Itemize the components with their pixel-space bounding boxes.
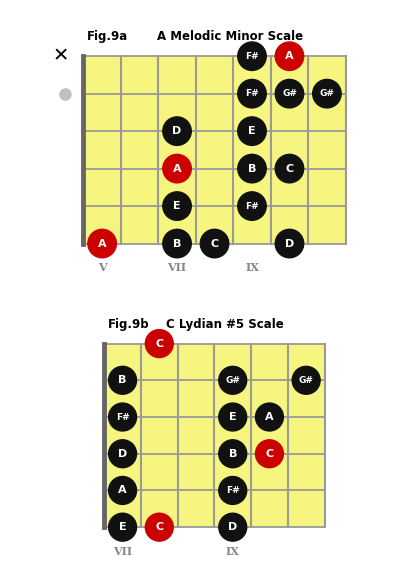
Text: B: B (172, 238, 181, 249)
Text: ✕: ✕ (53, 47, 69, 66)
Text: F#: F# (225, 486, 239, 495)
Text: F#: F# (245, 89, 258, 98)
Circle shape (255, 403, 283, 431)
Circle shape (218, 477, 246, 504)
Text: C: C (285, 164, 293, 174)
Circle shape (255, 440, 283, 468)
Text: G#: G# (298, 376, 313, 385)
Text: IX: IX (225, 545, 239, 557)
Text: E: E (173, 201, 180, 211)
Text: E: E (118, 522, 126, 532)
Circle shape (237, 42, 265, 70)
Text: C: C (210, 238, 218, 249)
Circle shape (237, 80, 265, 108)
Circle shape (145, 329, 173, 358)
Circle shape (312, 80, 340, 108)
Circle shape (292, 366, 319, 394)
Circle shape (275, 42, 303, 70)
Circle shape (108, 477, 136, 504)
Circle shape (108, 403, 136, 431)
Text: G#: G# (319, 89, 334, 98)
Circle shape (108, 513, 136, 541)
Text: VII: VII (167, 263, 186, 273)
Text: IX: IX (245, 263, 258, 273)
Text: A: A (265, 412, 273, 422)
Text: E: E (247, 126, 255, 136)
Circle shape (108, 366, 136, 394)
Text: C: C (155, 339, 163, 349)
Text: F#: F# (115, 413, 129, 422)
Circle shape (162, 192, 191, 220)
Text: A: A (118, 485, 127, 496)
FancyBboxPatch shape (104, 343, 324, 527)
Text: Fig.9b: Fig.9b (107, 318, 149, 331)
Circle shape (237, 155, 265, 183)
Text: C Lydian #5 Scale: C Lydian #5 Scale (166, 318, 283, 331)
Circle shape (162, 155, 191, 183)
Text: A: A (97, 238, 106, 249)
Text: D: D (172, 126, 181, 136)
Text: D: D (284, 238, 294, 249)
Text: A: A (172, 164, 181, 174)
Text: C: C (155, 522, 163, 532)
Text: B: B (228, 449, 236, 459)
Text: C: C (265, 449, 273, 459)
Circle shape (275, 155, 303, 183)
Circle shape (237, 117, 265, 145)
Text: A Melodic Minor Scale: A Melodic Minor Scale (156, 30, 302, 43)
Circle shape (218, 513, 246, 541)
Circle shape (88, 229, 116, 258)
Text: G#: G# (282, 89, 296, 98)
Circle shape (108, 440, 136, 468)
Text: D: D (117, 449, 127, 459)
Text: D: D (227, 522, 237, 532)
Circle shape (200, 229, 228, 258)
Circle shape (218, 403, 246, 431)
Text: F#: F# (245, 52, 258, 61)
Circle shape (145, 513, 173, 541)
Text: B: B (247, 164, 255, 174)
Text: VII: VII (113, 545, 132, 557)
Text: B: B (118, 375, 126, 385)
Circle shape (218, 440, 246, 468)
Text: E: E (228, 412, 236, 422)
Text: F#: F# (245, 201, 258, 211)
Text: G#: G# (225, 376, 239, 385)
Circle shape (275, 80, 303, 108)
Text: Fig.9a: Fig.9a (87, 30, 128, 43)
FancyBboxPatch shape (83, 56, 345, 243)
Circle shape (162, 229, 191, 258)
Text: A: A (284, 51, 293, 61)
Circle shape (237, 192, 265, 220)
Circle shape (162, 117, 191, 145)
Circle shape (275, 229, 303, 258)
Text: V: V (97, 263, 106, 273)
Circle shape (218, 366, 246, 394)
